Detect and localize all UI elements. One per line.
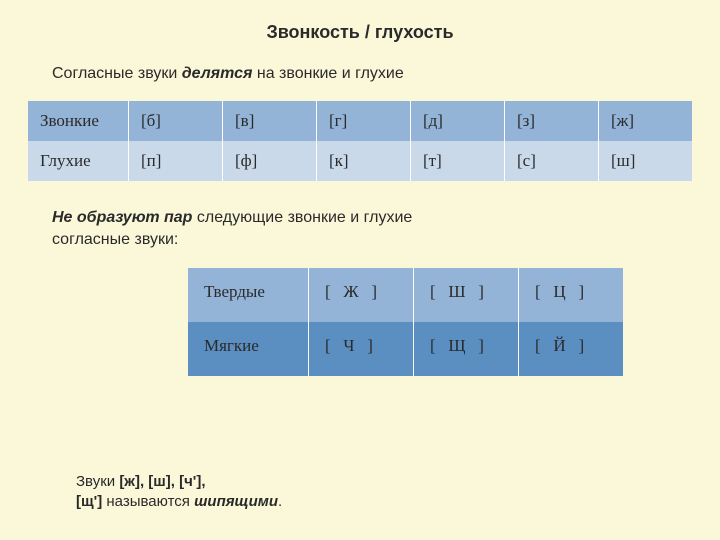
footer-ital: шипящими xyxy=(194,493,278,510)
table1-cell: [г] xyxy=(316,101,410,141)
footer-pre: Звуки xyxy=(76,473,119,490)
footer-bold2: [щ'] xyxy=(76,493,102,510)
footer-bold1: [ж], [ш], [ч'], xyxy=(119,473,205,490)
paired-consonants-table: Звонкие [б] [в] [г] [д] [з] [ж] Глухие [… xyxy=(28,101,692,181)
mid-post1: следующие звонкие и глухие xyxy=(192,209,412,226)
table2-cell: [ Щ ] xyxy=(413,322,518,376)
intro-text: Согласные звуки делятся на звонкие и глу… xyxy=(52,65,692,83)
table1-cell: [п] xyxy=(128,141,222,181)
table1-cell: [с] xyxy=(504,141,598,181)
table1-cell: [ф] xyxy=(222,141,316,181)
table2-cell: [ Ц ] xyxy=(518,268,623,322)
table1-cell: [к] xyxy=(316,141,410,181)
intro-post: на звонкие и глухие xyxy=(252,65,403,82)
table1-cell: [б] xyxy=(128,101,222,141)
table1-cell: [в] xyxy=(222,101,316,141)
unpaired-consonants-table: Твердые [ Ж ] [ Ш ] [ Ц ] Мягкие [ Ч ] [… xyxy=(188,268,623,376)
mid-bold: Не образуют пар xyxy=(52,209,192,226)
table1-row1-label: Звонкие xyxy=(28,101,128,141)
table2-cell: [ Ч ] xyxy=(308,322,413,376)
table2-row2-label: Мягкие xyxy=(188,322,308,376)
footer-note: Звуки [ж], [ш], [ч'], [щ'] называются ши… xyxy=(76,472,282,513)
table1-cell: [ш] xyxy=(598,141,692,181)
footer-mid: называются xyxy=(102,493,194,510)
table1-cell: [ж] xyxy=(598,101,692,141)
intro-pre: Согласные звуки xyxy=(52,65,182,82)
table2-cell: [ Ж ] xyxy=(308,268,413,322)
page-title: Звонкость / глухость xyxy=(28,22,692,43)
table2-row1-label: Твердые xyxy=(188,268,308,322)
table1-cell: [д] xyxy=(410,101,504,141)
table2-cell: [ Ш ] xyxy=(413,268,518,322)
intro-bold: делятся xyxy=(182,65,253,82)
mid-text: Не образуют пар следующие звонкие и глух… xyxy=(52,207,692,250)
table1-row2-label: Глухие xyxy=(28,141,128,181)
footer-dot: . xyxy=(278,493,282,510)
mid-post2: согласные звуки: xyxy=(52,231,178,248)
table2-cell: [ Й ] xyxy=(518,322,623,376)
table1-cell: [т] xyxy=(410,141,504,181)
table1-cell: [з] xyxy=(504,101,598,141)
